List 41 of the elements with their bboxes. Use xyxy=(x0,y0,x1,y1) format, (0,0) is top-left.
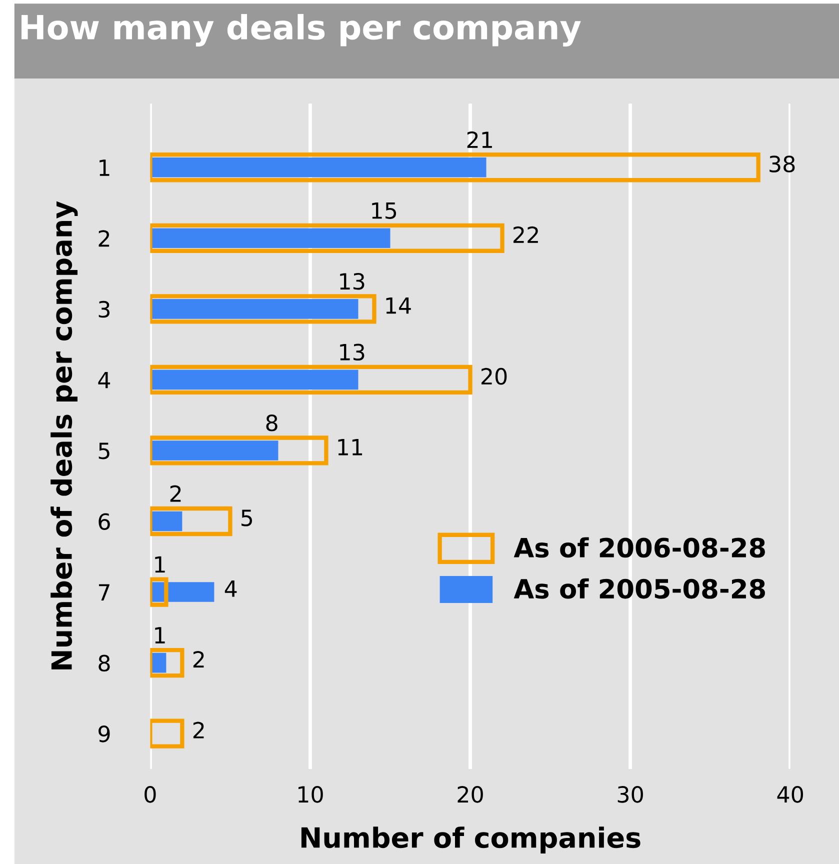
data-label: 1 xyxy=(155,627,165,644)
bar xyxy=(150,157,486,178)
legend-label: As of 2006-08-28 xyxy=(514,537,765,558)
data-label: 13 xyxy=(340,272,364,290)
y-tick-label: 8 xyxy=(98,654,110,672)
y-tick-label: 3 xyxy=(98,300,110,318)
legend-label: As of 2005-08-28 xyxy=(514,578,765,599)
data-label: 2 xyxy=(170,485,181,502)
data-label: 20 xyxy=(481,368,507,385)
data-label: 2 xyxy=(193,651,204,668)
data-label: 8 xyxy=(266,414,278,432)
data-label: 15 xyxy=(372,202,396,219)
chart-title: How many deals per company xyxy=(22,14,581,46)
x-tick-label: 40 xyxy=(777,786,803,803)
data-label: 21 xyxy=(467,131,492,148)
data-label: 14 xyxy=(386,297,411,314)
bar xyxy=(150,228,390,248)
data-label: 38 xyxy=(770,156,795,172)
y-tick-label: 7 xyxy=(98,584,110,600)
data-label: 13 xyxy=(340,344,364,361)
data-label: 2 xyxy=(193,722,204,738)
data-label: 5 xyxy=(242,510,252,526)
y-tick-label: 5 xyxy=(98,442,110,460)
x-tick-label: 10 xyxy=(298,786,323,803)
data-label: 4 xyxy=(224,580,237,597)
y-tick-label: 6 xyxy=(98,513,110,530)
bar xyxy=(150,370,358,390)
y-tick-label: 4 xyxy=(98,372,110,388)
x-tick-label: 20 xyxy=(458,786,483,803)
data-label: 22 xyxy=(514,226,538,243)
bar xyxy=(150,440,278,460)
x-tick-label: 0 xyxy=(144,786,156,803)
y-axis-title: Number of deals per company xyxy=(50,201,78,670)
data-label: 11 xyxy=(338,438,362,456)
bar xyxy=(150,511,182,532)
data-label: 1 xyxy=(155,556,165,573)
y-tick-label: 1 xyxy=(100,160,110,176)
y-tick-label: 2 xyxy=(98,230,110,247)
y-tick-label: 9 xyxy=(98,726,110,742)
x-tick-label: 30 xyxy=(618,786,643,803)
x-axis-title: Number of companies xyxy=(301,826,640,854)
